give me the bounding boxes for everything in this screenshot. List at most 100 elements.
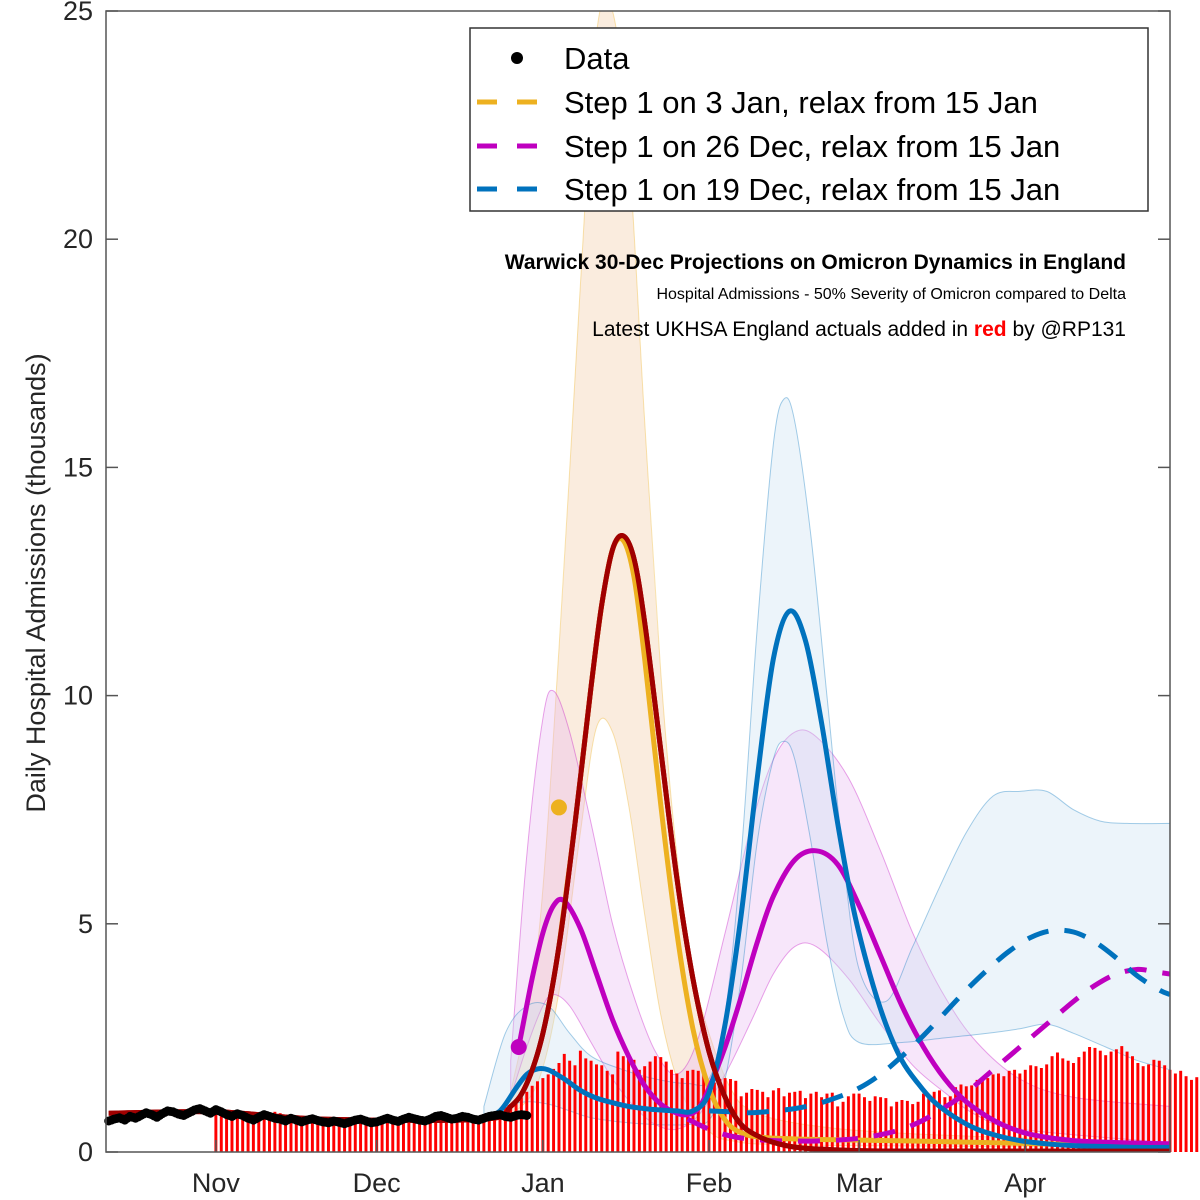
series-marker-1 <box>550 799 567 816</box>
actual-bar <box>820 1097 824 1152</box>
actual-bar <box>777 1088 781 1152</box>
series-line-2 <box>516 848 1170 1147</box>
x-tick-label: Apr <box>1004 1168 1046 1198</box>
y-tick-label: 0 <box>78 1137 93 1167</box>
x-tick-label: Jan <box>521 1168 565 1198</box>
actual-bar <box>938 1090 941 1152</box>
actual-bar <box>964 1086 968 1152</box>
actual-bar <box>879 1097 883 1152</box>
actual-bar <box>712 1082 716 1152</box>
chart-title: Warwick 30-Dec Projections on Omicron Dy… <box>505 251 1126 274</box>
actual-bar <box>943 1097 947 1152</box>
credit-highlight: red <box>974 318 1007 341</box>
y-tick-label: 25 <box>63 0 93 26</box>
actual-bar <box>932 1091 936 1152</box>
actual-bar <box>444 1120 448 1152</box>
actual-bar <box>1018 1073 1022 1152</box>
actual-bar <box>723 1078 727 1152</box>
actual-bar <box>439 1118 443 1152</box>
actual-bar <box>916 1101 920 1152</box>
actual-bar <box>530 1085 534 1152</box>
actual-bar <box>1147 1064 1151 1152</box>
actual-bar <box>1039 1068 1043 1152</box>
actual-bar <box>798 1090 802 1152</box>
actual-bar <box>1023 1069 1027 1152</box>
actual-bar <box>294 1117 298 1152</box>
actual-bar <box>402 1119 405 1152</box>
x-tick-label: Feb <box>686 1168 733 1198</box>
y-tick-label: 5 <box>78 909 93 939</box>
actual-bar <box>836 1106 840 1152</box>
actual-bar <box>455 1118 459 1152</box>
series-line-5 <box>708 927 1170 1116</box>
credit-prefix: Latest UKHSA England actuals added in <box>592 318 974 341</box>
actual-bar <box>1093 1047 1097 1152</box>
actual-bar <box>653 1056 657 1152</box>
actual-bar <box>627 1055 631 1152</box>
actual-bar <box>273 1111 277 1152</box>
actual-bar <box>830 1092 834 1152</box>
actual-bar <box>230 1114 234 1152</box>
actual-bar <box>605 1070 609 1152</box>
actual-bar <box>1131 1056 1134 1152</box>
actual-bar <box>997 1073 1000 1152</box>
actual-bar <box>498 1119 502 1152</box>
actual-bar <box>900 1100 904 1152</box>
actual-bar <box>1120 1046 1124 1152</box>
actual-bar <box>396 1121 400 1152</box>
actual-bar <box>1109 1051 1113 1152</box>
actual-bar <box>1002 1076 1006 1152</box>
actual-bar <box>1190 1079 1193 1152</box>
actual-bar <box>385 1120 389 1152</box>
actual-bar <box>975 1079 979 1152</box>
actual-bar <box>868 1100 872 1152</box>
actual-bar <box>471 1120 475 1152</box>
actual-bar <box>369 1120 373 1152</box>
legend-data-marker <box>511 52 523 64</box>
legend: Data Step 1 on 3 Jan, relax from 15 Jan … <box>469 27 1149 212</box>
actual-bar <box>477 1119 481 1152</box>
actual-bar <box>321 1119 325 1152</box>
actual-bar <box>788 1092 791 1152</box>
actual-bar <box>450 1119 454 1152</box>
actual-bar <box>895 1101 899 1152</box>
actual-bar <box>278 1113 282 1152</box>
x-tick-label: Mar <box>836 1168 883 1198</box>
actual-bar <box>761 1091 765 1152</box>
actual-bar <box>509 1104 513 1152</box>
actual-bar <box>1141 1066 1145 1152</box>
plot-frame <box>105 10 1171 1153</box>
actual-bar <box>251 1116 255 1152</box>
actual-bar <box>434 1117 438 1152</box>
actual-bar <box>1082 1051 1086 1152</box>
actual-bar <box>927 1095 931 1152</box>
actual-bar <box>525 1091 529 1152</box>
actual-bar <box>595 1064 598 1152</box>
actual-bar <box>519 1097 523 1152</box>
actual-bar <box>241 1117 245 1152</box>
actual-bar <box>466 1119 470 1152</box>
actual-bar <box>268 1113 271 1152</box>
actual-bar <box>1173 1073 1177 1152</box>
actual-bar <box>578 1050 582 1152</box>
actual-bar <box>573 1065 577 1152</box>
actual-bar <box>391 1121 395 1152</box>
actual-bar <box>225 1111 229 1152</box>
actual-bar <box>423 1120 427 1152</box>
actual-bar <box>557 1063 561 1152</box>
actual-bar <box>707 1088 711 1152</box>
chart-credit: Latest UKHSA England actuals added in re… <box>592 318 1126 341</box>
actual-bar <box>611 1074 615 1152</box>
actual-bar <box>637 1069 641 1152</box>
actual-bar <box>487 1116 491 1152</box>
actual-bar <box>884 1098 888 1152</box>
actual-bar <box>1045 1064 1049 1152</box>
projection-lines <box>108 533 1170 1152</box>
actual-bar <box>300 1118 304 1152</box>
actual-bar <box>766 1097 770 1152</box>
actual-bar <box>1195 1077 1199 1152</box>
actual-bar <box>1077 1057 1081 1152</box>
actual-bar <box>1114 1049 1118 1152</box>
y-axis: 0 5 10 15 20 25 <box>63 0 1170 1167</box>
